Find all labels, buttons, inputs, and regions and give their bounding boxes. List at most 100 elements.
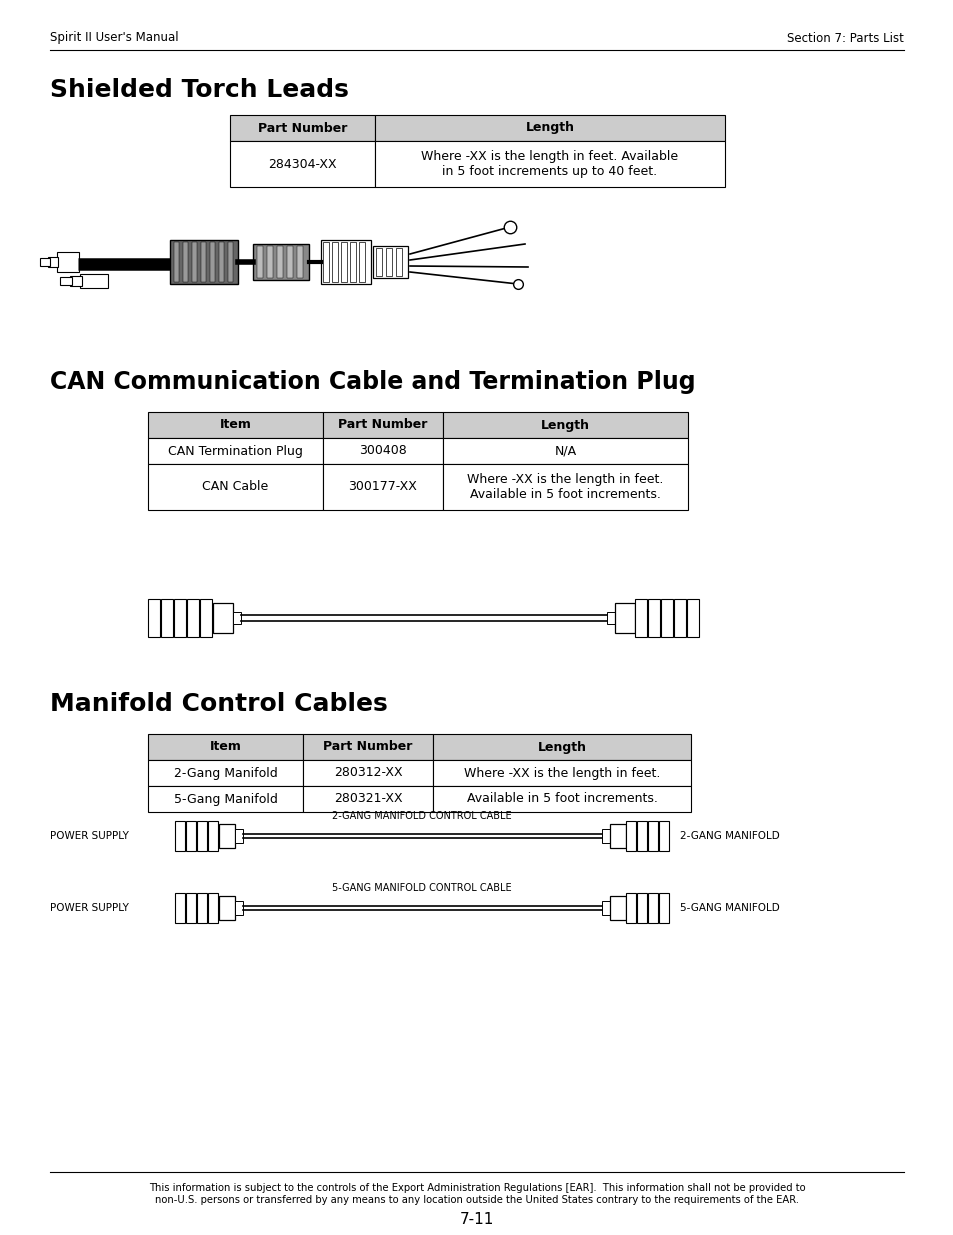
Bar: [208, 893, 218, 923]
Bar: [375, 141, 724, 186]
Bar: [210, 242, 214, 282]
Bar: [148, 760, 303, 785]
Text: POWER SUPPLY: POWER SUPPLY: [50, 831, 129, 841]
Bar: [234, 902, 243, 915]
Bar: [186, 821, 195, 851]
Bar: [148, 464, 323, 510]
Bar: [201, 242, 206, 282]
Bar: [296, 246, 303, 278]
Bar: [350, 242, 355, 282]
Bar: [601, 829, 609, 844]
Bar: [148, 599, 160, 637]
Text: Spirit II User's Manual: Spirit II User's Manual: [50, 32, 178, 44]
Text: 7-11: 7-11: [459, 1213, 494, 1228]
Bar: [70, 275, 82, 287]
Bar: [659, 893, 668, 923]
Bar: [637, 893, 646, 923]
Bar: [625, 821, 636, 851]
Bar: [48, 257, 58, 267]
Bar: [219, 897, 234, 920]
Bar: [80, 274, 108, 288]
Bar: [332, 242, 337, 282]
Bar: [375, 115, 724, 141]
Bar: [686, 599, 699, 637]
Bar: [373, 246, 408, 278]
Text: Part Number: Part Number: [323, 741, 413, 753]
Text: Manifold Control Cables: Manifold Control Cables: [50, 692, 387, 716]
Bar: [647, 893, 658, 923]
Bar: [303, 734, 433, 760]
Bar: [196, 893, 207, 923]
Bar: [442, 464, 687, 510]
Text: Shielded Torch Leads: Shielded Torch Leads: [50, 78, 349, 103]
Bar: [660, 599, 672, 637]
Bar: [208, 821, 218, 851]
Text: Where -XX is the length in feet. Available
in 5 foot increments up to 40 feet.: Where -XX is the length in feet. Availab…: [421, 149, 678, 178]
Bar: [57, 252, 79, 272]
Bar: [386, 248, 392, 275]
Bar: [253, 245, 309, 280]
Text: This information is subject to the controls of the Export Administration Regulat: This information is subject to the contr…: [149, 1183, 804, 1204]
Bar: [267, 246, 273, 278]
Bar: [170, 240, 237, 284]
Bar: [323, 464, 442, 510]
Bar: [276, 246, 283, 278]
Bar: [433, 734, 690, 760]
Text: 284304-XX: 284304-XX: [268, 158, 336, 170]
Text: Length: Length: [525, 121, 574, 135]
Bar: [647, 821, 658, 851]
Text: CAN Cable: CAN Cable: [202, 480, 269, 494]
Bar: [433, 785, 690, 811]
Text: POWER SUPPLY: POWER SUPPLY: [50, 903, 129, 913]
Bar: [161, 599, 172, 637]
Bar: [358, 242, 365, 282]
Text: 2-Gang Manifold: 2-Gang Manifold: [173, 767, 277, 779]
Bar: [213, 603, 233, 634]
Text: 5-GANG MANIFOLD CONTROL CABLE: 5-GANG MANIFOLD CONTROL CABLE: [332, 883, 511, 893]
Bar: [323, 438, 442, 464]
Bar: [375, 248, 381, 275]
Bar: [340, 242, 347, 282]
Bar: [192, 242, 196, 282]
Bar: [219, 242, 224, 282]
Bar: [601, 902, 609, 915]
Bar: [219, 824, 234, 848]
Bar: [196, 821, 207, 851]
Text: 300177-XX: 300177-XX: [348, 480, 417, 494]
Bar: [230, 115, 375, 141]
Bar: [303, 785, 433, 811]
Bar: [256, 246, 263, 278]
Bar: [323, 242, 329, 282]
Text: CAN Communication Cable and Termination Plug: CAN Communication Cable and Termination …: [50, 370, 695, 394]
Text: 280321-XX: 280321-XX: [334, 793, 402, 805]
Bar: [234, 829, 243, 844]
Bar: [186, 893, 195, 923]
Bar: [615, 603, 635, 634]
Bar: [148, 412, 323, 438]
Bar: [228, 242, 233, 282]
Bar: [233, 613, 241, 624]
Bar: [148, 785, 303, 811]
Text: Part Number: Part Number: [257, 121, 347, 135]
Bar: [606, 613, 615, 624]
Text: Item: Item: [210, 741, 241, 753]
Bar: [637, 821, 646, 851]
Text: Available in 5 foot increments.: Available in 5 foot increments.: [466, 793, 657, 805]
Bar: [200, 599, 212, 637]
Text: CAN Termination Plug: CAN Termination Plug: [168, 445, 303, 457]
Text: Section 7: Parts List: Section 7: Parts List: [786, 32, 903, 44]
Text: Item: Item: [219, 419, 252, 431]
Bar: [320, 240, 371, 284]
Bar: [323, 412, 442, 438]
Bar: [609, 897, 625, 920]
Bar: [60, 277, 71, 285]
Bar: [183, 242, 188, 282]
Bar: [442, 412, 687, 438]
Bar: [174, 893, 185, 923]
Text: N/A: N/A: [554, 445, 576, 457]
Bar: [647, 599, 659, 637]
Text: Part Number: Part Number: [338, 419, 427, 431]
Bar: [395, 248, 401, 275]
Bar: [303, 760, 433, 785]
Text: 2-GANG MANIFOLD CONTROL CABLE: 2-GANG MANIFOLD CONTROL CABLE: [332, 811, 511, 821]
